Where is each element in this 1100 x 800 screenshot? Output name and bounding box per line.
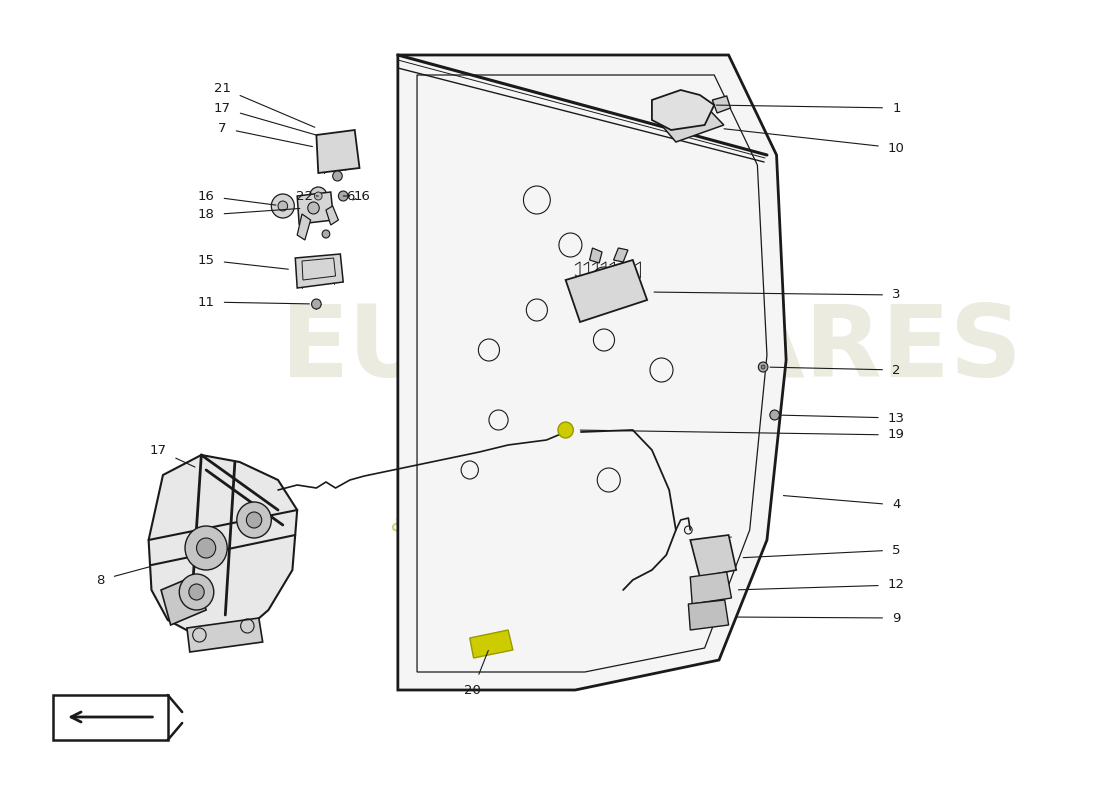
Circle shape — [308, 202, 319, 214]
Text: a passion for parts since 1985: a passion for parts since 1985 — [388, 511, 742, 609]
Text: 16: 16 — [353, 190, 371, 202]
Polygon shape — [148, 455, 297, 638]
Text: 18: 18 — [198, 209, 300, 222]
Polygon shape — [691, 535, 736, 577]
Circle shape — [322, 230, 330, 238]
Text: 13: 13 — [782, 411, 905, 425]
Text: 15: 15 — [198, 254, 288, 270]
Circle shape — [278, 201, 287, 211]
Polygon shape — [297, 192, 333, 224]
Circle shape — [758, 362, 768, 372]
Circle shape — [197, 538, 216, 558]
Circle shape — [272, 194, 295, 218]
Polygon shape — [297, 214, 310, 240]
Polygon shape — [590, 248, 602, 263]
Polygon shape — [713, 96, 730, 113]
Circle shape — [332, 171, 342, 181]
Circle shape — [236, 502, 272, 538]
Polygon shape — [565, 260, 647, 322]
Text: 9: 9 — [736, 611, 901, 625]
Text: 17: 17 — [213, 102, 317, 135]
Circle shape — [558, 422, 573, 438]
Polygon shape — [295, 254, 343, 288]
Text: 8: 8 — [97, 567, 150, 586]
Text: 12: 12 — [738, 578, 905, 591]
Polygon shape — [161, 575, 206, 625]
Text: 10: 10 — [724, 129, 905, 154]
Text: 5: 5 — [744, 543, 901, 558]
Text: 20: 20 — [464, 650, 488, 697]
Text: 3: 3 — [654, 289, 901, 302]
Polygon shape — [661, 110, 724, 142]
Text: 21: 21 — [213, 82, 315, 127]
Circle shape — [179, 574, 213, 610]
Circle shape — [761, 365, 764, 369]
Polygon shape — [326, 206, 339, 225]
Text: 6: 6 — [343, 190, 354, 202]
Polygon shape — [652, 90, 714, 130]
Polygon shape — [614, 248, 628, 262]
Circle shape — [189, 584, 205, 600]
Circle shape — [185, 526, 228, 570]
Circle shape — [339, 191, 348, 201]
Circle shape — [310, 187, 327, 205]
Text: 19: 19 — [580, 429, 905, 442]
Polygon shape — [187, 618, 263, 652]
Text: 16: 16 — [198, 190, 276, 205]
Polygon shape — [398, 55, 786, 690]
Text: 1: 1 — [716, 102, 901, 114]
Polygon shape — [691, 572, 732, 604]
Text: EUROSPARES: EUROSPARES — [280, 302, 1023, 398]
Text: 17: 17 — [150, 443, 195, 467]
Circle shape — [770, 410, 780, 420]
Circle shape — [311, 299, 321, 309]
Text: 11: 11 — [198, 295, 309, 309]
Circle shape — [315, 192, 322, 200]
Polygon shape — [689, 600, 728, 630]
Polygon shape — [317, 130, 360, 173]
Text: 2: 2 — [770, 363, 901, 377]
Text: 22: 22 — [296, 190, 318, 202]
Circle shape — [246, 512, 262, 528]
Text: 4: 4 — [783, 495, 901, 511]
Text: 7: 7 — [218, 122, 312, 146]
Polygon shape — [470, 630, 513, 658]
